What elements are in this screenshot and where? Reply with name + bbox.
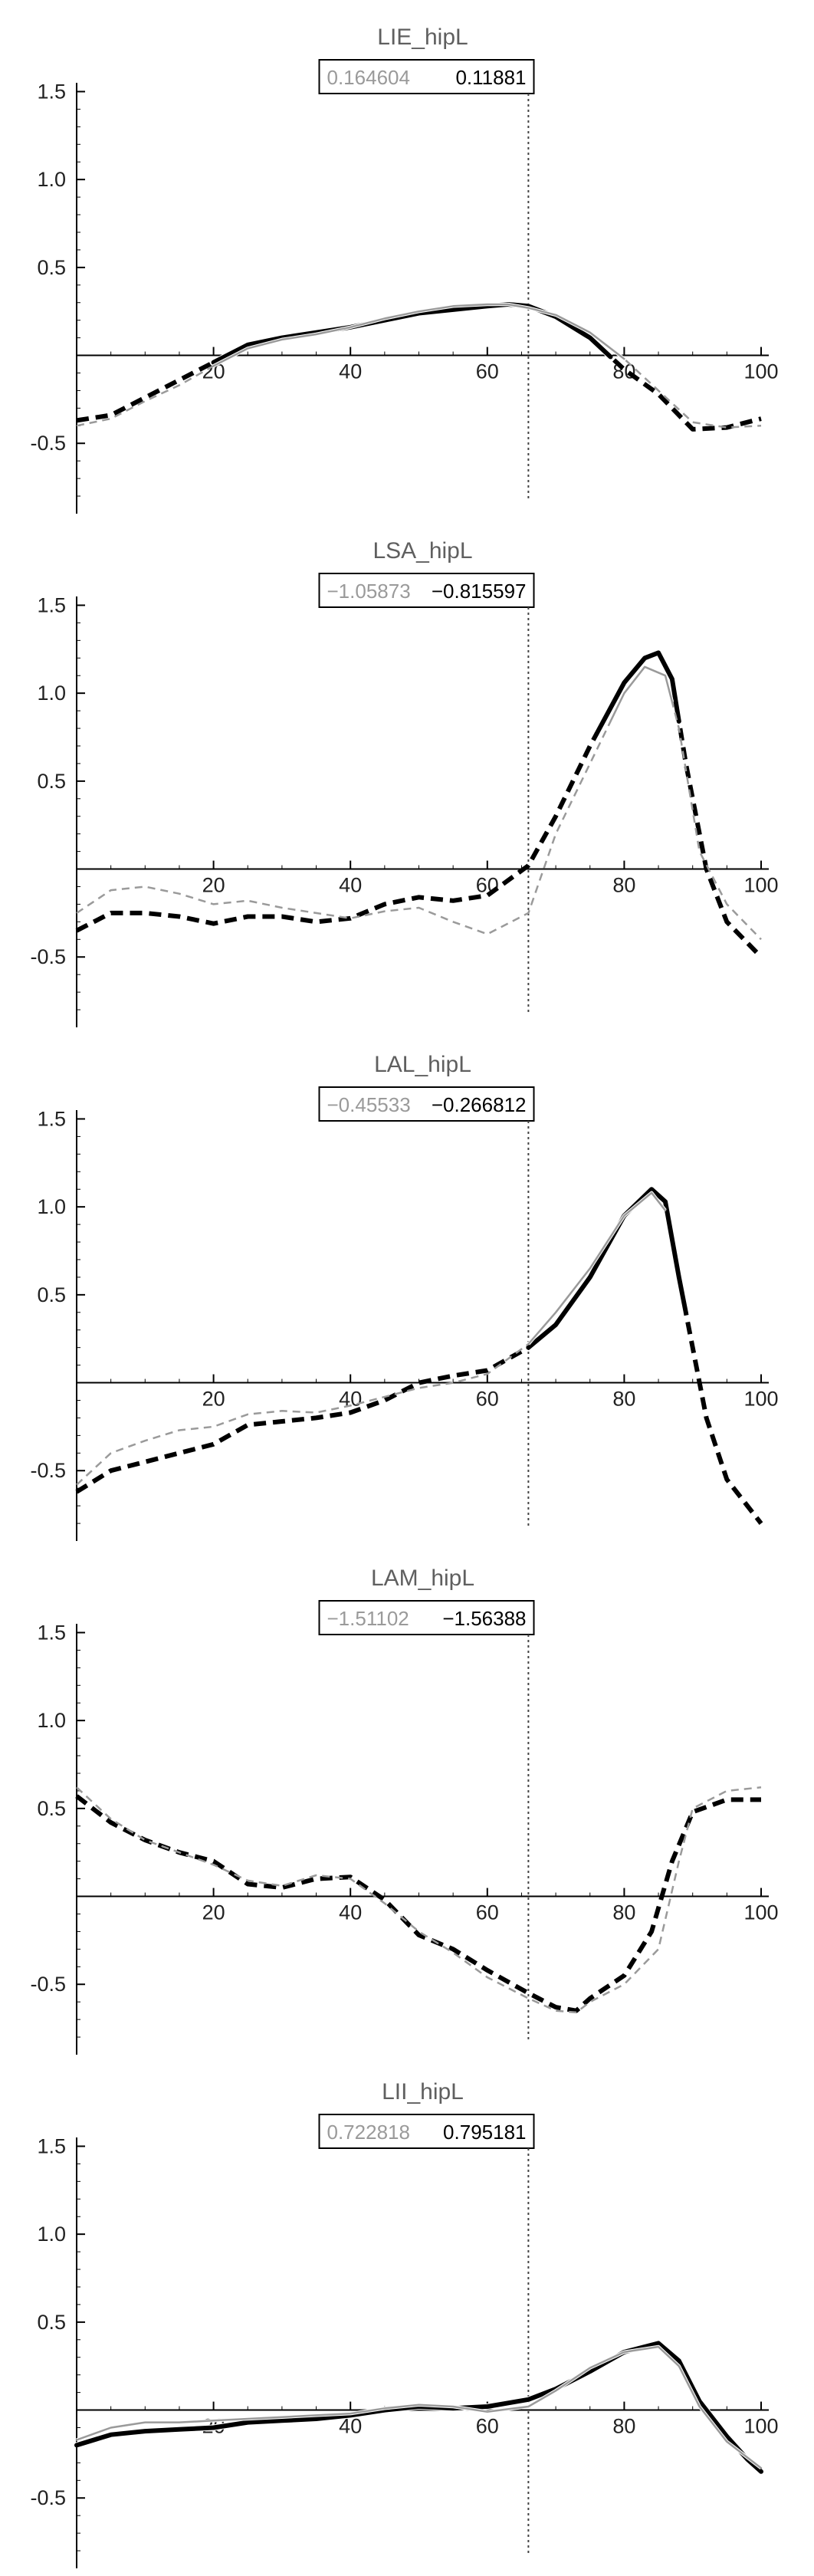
value-subject: 0.795181: [443, 2121, 526, 2144]
series-reference-dashed: [76, 1786, 762, 2014]
x-tick-label: 100: [743, 360, 778, 383]
x-tick-label: 80: [612, 1388, 635, 1411]
series-reference-solid: [212, 303, 625, 367]
y-tick-label: 0.5: [37, 2311, 66, 2334]
chart-panel-4: LAM_hipL −1.51102 −1.56388 -0.5 0.5 1.0 1.5 20 4…: [30, 1566, 779, 2055]
x-tick-label: 80: [612, 1901, 635, 1924]
series-reference-solid: [609, 665, 674, 723]
chart-title: LIE_hipL: [377, 25, 468, 50]
y-tick-label: -0.5: [30, 2486, 66, 2509]
value-box: [318, 1086, 535, 1122]
x-tick-label: 100: [743, 1901, 778, 1924]
series-subject-dashed: [76, 302, 762, 432]
x-tick-label: 100: [743, 2415, 778, 2438]
y-tick-label: 1.0: [37, 168, 66, 191]
chart-panel-2: LSA_hipL −1.05873 −0.815597 -0.5 0.5 1.0 1.5 20…: [30, 538, 779, 1027]
chart-title: LSA_hipL: [373, 538, 472, 564]
value-reference: −0.45533: [327, 1093, 411, 1116]
series-subject-dashed: [75, 650, 763, 959]
y-tick-label: 1.0: [37, 1195, 66, 1218]
series-reference-dashed: [76, 303, 762, 429]
x-tick-label: 40: [339, 1388, 362, 1411]
x-tick-label: 60: [476, 1901, 499, 1924]
series-subject-solid: [74, 2341, 763, 2474]
chart-title: LAL_hipL: [374, 1052, 471, 1077]
y-tick-label: 1.0: [37, 682, 66, 705]
y-tick-label: -0.5: [30, 432, 66, 455]
value-subject: −0.266812: [432, 1093, 527, 1116]
value-box: [318, 2114, 535, 2149]
value-subject: −1.56388: [442, 1607, 526, 1630]
y-tick-label: -0.5: [30, 945, 66, 968]
y-tick-label: 0.5: [37, 1283, 66, 1306]
x-tick-label: 80: [612, 874, 635, 897]
y-tick-label: 1.5: [37, 2134, 66, 2157]
y-tick-label: 1.5: [37, 80, 66, 103]
x-tick-label: 20: [202, 1901, 225, 1924]
x-tick-label: 40: [339, 874, 362, 897]
x-tick-label: 60: [476, 2415, 499, 2438]
series-subject-mask: [526, 1186, 689, 1350]
y-tick-label: -0.5: [30, 1973, 66, 1996]
y-tick-label: 1.5: [37, 1621, 66, 1644]
series-subject-solid: [526, 1187, 688, 1350]
value-reference: 0.722818: [327, 2121, 410, 2144]
chart-title: LII_hipL: [382, 2079, 464, 2104]
y-tick-label: 1.0: [37, 2223, 66, 2246]
x-tick-label: 100: [743, 874, 778, 897]
x-tick-label: 60: [476, 360, 499, 383]
value-subject: −0.815597: [432, 580, 527, 603]
x-tick-label: 100: [743, 1388, 778, 1411]
series-subject-dashed: [75, 1794, 761, 2013]
x-tick-label: 40: [339, 360, 362, 383]
value-reference: −1.51102: [327, 1607, 409, 1630]
series-subject-solid: [594, 650, 681, 736]
x-tick-label: 60: [476, 1388, 499, 1411]
y-tick-label: 0.5: [37, 770, 66, 793]
y-tick-label: 0.5: [37, 1797, 66, 1820]
value-reference: −1.05873: [327, 580, 411, 603]
chart-title: LAM_hipL: [371, 1566, 474, 1591]
value-subject: 0.11881: [455, 66, 526, 89]
value-box: [318, 59, 535, 94]
value-reference: 0.164604: [327, 66, 410, 89]
chart-panel-3: LAL_hipL −0.45533 −0.266812 -0.5 0.5 1.0 1.5 20…: [30, 1052, 779, 1541]
x-tick-label: 20: [202, 874, 225, 897]
value-box: [318, 573, 535, 608]
series-reference-solid: [527, 1191, 667, 1346]
value-box: [318, 1600, 535, 1635]
y-tick-label: 1.5: [37, 1107, 66, 1130]
y-tick-label: 1.5: [37, 593, 66, 616]
series-subject-dashed: [75, 1187, 763, 1525]
y-tick-label: -0.5: [30, 1459, 66, 1482]
x-tick-label: 80: [612, 2415, 635, 2438]
series-reference-dashed: [76, 1191, 666, 1486]
x-tick-label: 20: [202, 1388, 225, 1411]
series-reference-solid: [75, 2345, 763, 2469]
y-tick-label: 1.0: [37, 1709, 66, 1732]
y-tick-label: 0.5: [37, 256, 66, 279]
x-tick-label: 40: [339, 1901, 362, 1924]
